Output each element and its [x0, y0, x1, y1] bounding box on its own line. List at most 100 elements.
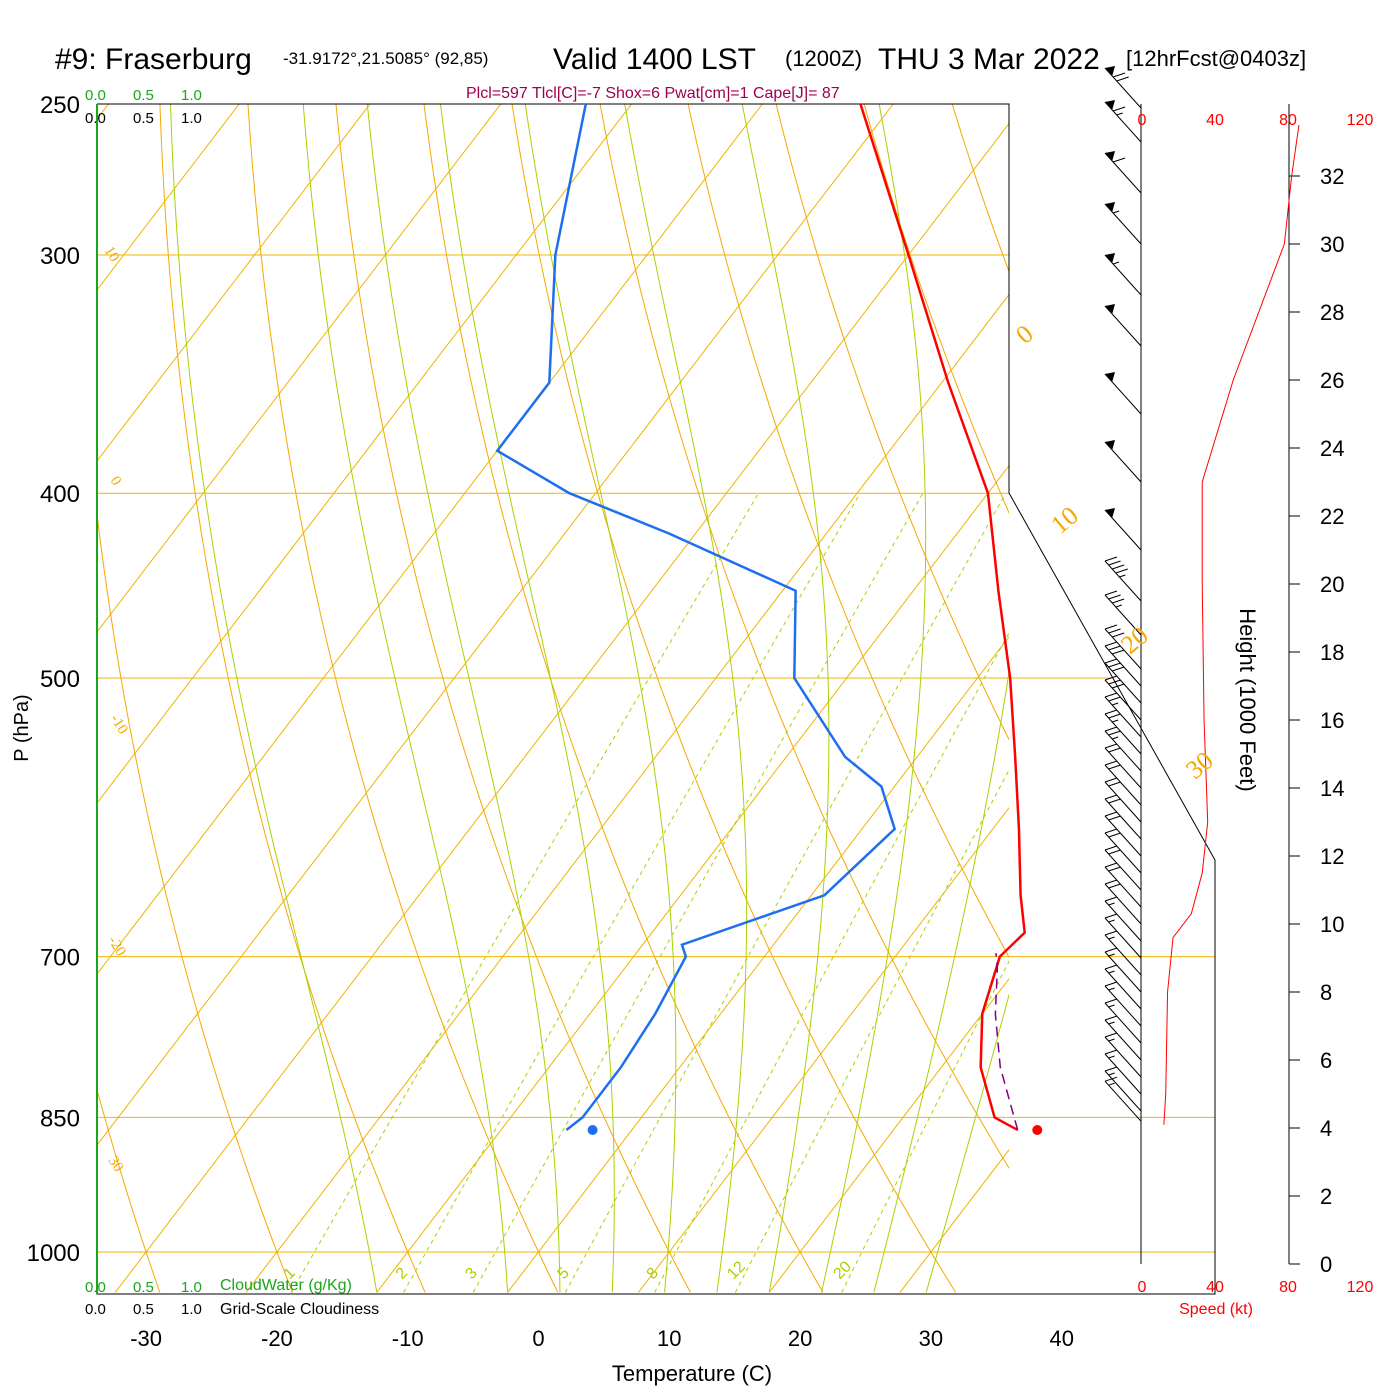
- barb-full: [1108, 781, 1121, 787]
- barb-full: [1108, 713, 1121, 719]
- barb-half: [1108, 902, 1115, 906]
- height-tick-label: 18: [1320, 640, 1344, 665]
- isotherm: [638, 806, 1009, 1293]
- wind-barb: [1104, 777, 1142, 823]
- mixing-ratio-line: [472, 492, 924, 1293]
- barb-half: [1108, 919, 1115, 923]
- wind-barb: [1104, 202, 1142, 245]
- height-tick-label: 10: [1320, 912, 1344, 937]
- mixing-ratio-line: [290, 492, 759, 1293]
- x-tick-label: -30: [130, 1326, 162, 1351]
- barb-staff: [1104, 934, 1142, 976]
- barb-full: [1108, 849, 1121, 855]
- barb-full: [1108, 730, 1121, 736]
- barb-staff: [1104, 798, 1142, 840]
- barb-full: [1104, 998, 1118, 1004]
- speed-tick: 0: [1138, 112, 1147, 129]
- barb-flag: [1105, 100, 1115, 110]
- cloudwater-label: CloudWater (g/Kg): [220, 1277, 352, 1294]
- barb-full: [1112, 157, 1126, 163]
- wind-barb: [1104, 590, 1142, 636]
- barb-staff: [1104, 917, 1142, 959]
- speed-tick: 40: [1206, 112, 1224, 129]
- dry-adiabat: [423, 104, 824, 1293]
- dry-adiabat: [863, 104, 1009, 515]
- wind-barb: [1104, 794, 1142, 840]
- height-tick-label: 8: [1320, 980, 1332, 1005]
- barb-staff: [1104, 781, 1142, 823]
- wind-barb: [1104, 709, 1142, 755]
- cloudiness-tick: 0.0: [85, 110, 106, 127]
- wind-barb: [1104, 151, 1142, 194]
- cloudiness-tick: 1.0: [181, 1301, 202, 1318]
- barb-full: [1108, 866, 1121, 872]
- x-tick-label: -10: [392, 1326, 424, 1351]
- height-tick-label: 30: [1320, 232, 1344, 257]
- wind-barb: [1104, 1076, 1142, 1122]
- barb-full: [1104, 675, 1118, 681]
- sounding-indices: Plcl=597 Tlcl[C]=-7 Shox=6 Pwat[cm]=1 Ca…: [466, 85, 840, 102]
- wind-barb: [1104, 811, 1142, 857]
- wind-barb: [1104, 760, 1142, 806]
- barb-full: [1104, 896, 1118, 902]
- x-tick-label: 0: [532, 1326, 544, 1351]
- barb-half: [1108, 1082, 1115, 1086]
- moist-adiabat: [873, 669, 1009, 1293]
- barb-full: [1112, 649, 1125, 655]
- cloudiness-tick: 0.5: [133, 110, 154, 127]
- barb-staff: [1104, 832, 1142, 874]
- barb-half: [1112, 261, 1120, 265]
- sounding-profiles: [495, 103, 1043, 1135]
- barb-full: [1104, 913, 1118, 919]
- dewpoint-profile: [495, 103, 897, 1131]
- barb-staff: [1104, 594, 1142, 636]
- wind-barb: [1104, 100, 1142, 143]
- forecast-label: [12hrFcst@0403z]: [1126, 46, 1306, 71]
- barb-staff: [1104, 1053, 1142, 1095]
- isobars: [97, 103, 1215, 1253]
- barb-full: [1108, 747, 1121, 753]
- height-tick-label: 16: [1320, 708, 1344, 733]
- temperature-profile: [859, 103, 1027, 1132]
- barb-full: [1112, 106, 1126, 112]
- barb-full: [1104, 556, 1118, 562]
- barb-full: [1104, 811, 1118, 817]
- barb-full: [1104, 1015, 1118, 1021]
- pressure-tick-label: 700: [40, 945, 80, 972]
- barb-half: [1116, 112, 1123, 116]
- pressure-tick-label: 1000: [27, 1240, 80, 1267]
- barb-full: [1112, 632, 1125, 638]
- barb-full: [1108, 696, 1121, 702]
- dry-adiabat-label: 20: [1115, 621, 1154, 660]
- dry-adiabat: [97, 1087, 161, 1293]
- barb-full: [1104, 828, 1118, 834]
- mixing-ratio-line: [564, 492, 1007, 1293]
- height-tick-label: 24: [1320, 436, 1344, 461]
- barb-half: [1112, 702, 1119, 706]
- wind-barb: [1104, 372, 1142, 415]
- isotherm: [97, 104, 502, 633]
- barb-full: [1108, 815, 1121, 821]
- dry-adiabat-label: 0: [107, 474, 125, 489]
- pressure-tick-label: 250: [40, 92, 80, 119]
- barb-staff: [1104, 951, 1142, 993]
- barb-full: [1108, 832, 1121, 838]
- wind-barb: [1104, 253, 1142, 296]
- barb-full: [1104, 981, 1118, 987]
- wind-barb: [1104, 1066, 1142, 1112]
- isotherm: [97, 104, 371, 462]
- wind-barb: [1104, 828, 1142, 874]
- wind-barb: [1104, 304, 1142, 347]
- dry-adiabat: [599, 104, 1009, 1170]
- wind-barb: [1104, 862, 1142, 908]
- barb-half: [1115, 604, 1122, 608]
- barb-staff: [1104, 730, 1142, 772]
- barb-half: [1108, 1072, 1115, 1076]
- barb-staff: [1104, 679, 1142, 721]
- height-tick-label: 6: [1320, 1048, 1332, 1073]
- barb-full: [1104, 692, 1118, 698]
- mixing-ratio-label: 3: [462, 1264, 480, 1282]
- dry-adiabat: [335, 104, 691, 1293]
- barb-full: [1108, 883, 1121, 889]
